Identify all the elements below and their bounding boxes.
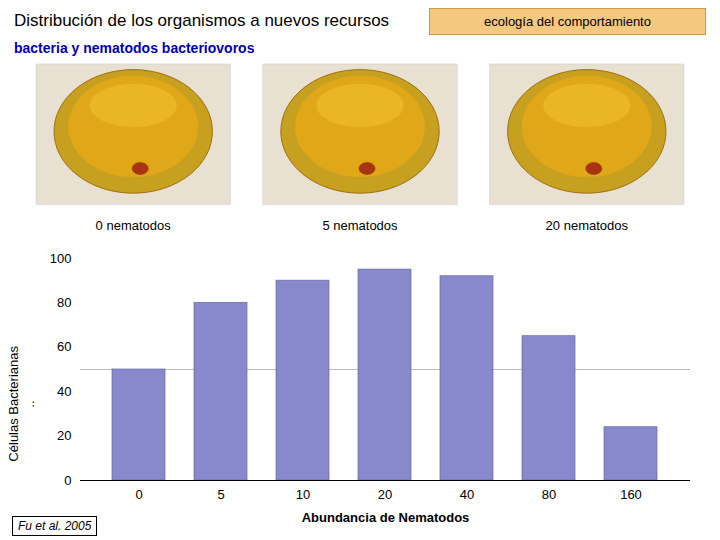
html-text:Distribución de los organismos: Distribución de los organismos a nuevos … bbox=[14, 11, 390, 30]
svg-text:0 nematodos: 0 nematodos bbox=[96, 218, 172, 233]
html-text:ecología del comportamiento: ecología del comportamiento bbox=[484, 13, 651, 29]
html-text:Células Bacterianas ..: Células Bacterianas .. bbox=[6, 346, 37, 462]
svg-text:60: 60 bbox=[57, 339, 71, 354]
html-text:Fu et al. 2005: Fu et al. 2005 bbox=[18, 519, 92, 533]
svg-text:100: 100 bbox=[50, 251, 72, 266]
svg-text:20: 20 bbox=[57, 428, 71, 443]
svg-text:10: 10 bbox=[296, 487, 310, 502]
svg-text:20 nematodos: 20 nematodos bbox=[546, 218, 629, 233]
svg-text:40: 40 bbox=[460, 487, 474, 502]
svg-text:80: 80 bbox=[57, 295, 71, 310]
svg-text:0: 0 bbox=[135, 487, 142, 502]
svg-text:20: 20 bbox=[378, 487, 392, 502]
svg-text:160: 160 bbox=[620, 487, 642, 502]
svg-text:0: 0 bbox=[64, 473, 71, 488]
svg-text:80: 80 bbox=[542, 487, 556, 502]
html-text:bacteria y nematodos bacteriov: bacteria y nematodos bacteriovoros bbox=[14, 40, 255, 56]
svg-text:5: 5 bbox=[217, 487, 224, 502]
svg-text:40: 40 bbox=[57, 384, 71, 399]
svg-text:5 nematodos: 5 nematodos bbox=[322, 218, 398, 233]
svg-text:Abundancia de Nematodos: Abundancia de Nematodos bbox=[302, 510, 470, 525]
